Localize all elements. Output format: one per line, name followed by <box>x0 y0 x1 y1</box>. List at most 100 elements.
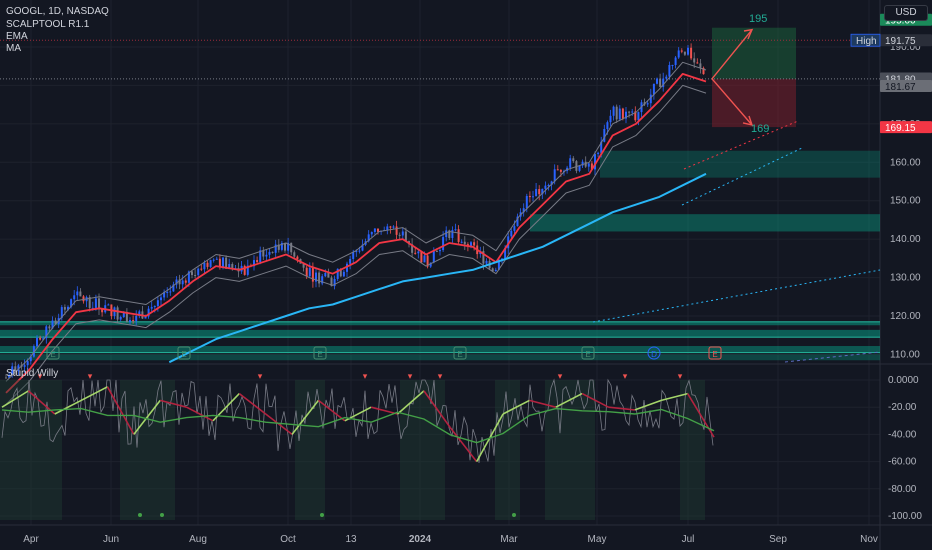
candle-body <box>544 185 547 189</box>
candle-body <box>516 216 519 227</box>
candle-body <box>5 377 7 379</box>
candle-body <box>389 226 392 228</box>
candle-body <box>361 244 364 251</box>
candle-body <box>547 184 550 186</box>
candle-body <box>532 196 534 198</box>
candle-body <box>63 307 66 310</box>
candle-body <box>209 260 212 267</box>
zone-109 <box>0 354 880 361</box>
candle-body <box>662 78 665 87</box>
event-letter: E <box>50 350 55 359</box>
candle-body <box>370 231 373 235</box>
arrow-down <box>711 78 753 126</box>
arrow-down-head <box>742 115 754 126</box>
candle-body <box>302 263 305 268</box>
candle-body <box>377 228 379 232</box>
price-tick: 160.00 <box>890 157 921 168</box>
osc-zone <box>400 380 445 520</box>
event-letter: E <box>181 350 186 359</box>
candle-body <box>507 236 510 249</box>
osc-tick: -80.00 <box>888 484 917 495</box>
osc-signal-segment <box>106 386 135 435</box>
candle-body <box>253 260 255 267</box>
event-letter: D <box>651 350 657 359</box>
high-label-bg <box>850 33 881 47</box>
candle-body <box>504 248 507 259</box>
candle-body <box>218 258 221 267</box>
candle-body <box>187 271 190 283</box>
candle-body <box>652 83 655 95</box>
candle-body <box>448 230 451 239</box>
oscillator-title[interactable]: Stupid Willy <box>6 368 59 379</box>
candle-body <box>67 306 69 310</box>
candle-body <box>699 63 702 68</box>
candle-body <box>39 337 42 340</box>
candle-body <box>522 208 525 213</box>
candle-body <box>321 276 324 284</box>
candle-body <box>76 291 79 296</box>
indicator-scalptool[interactable]: SCALPTOOL R1.1 <box>6 19 90 30</box>
candle-body <box>169 291 172 293</box>
candle-body <box>206 262 209 267</box>
indicator-ema[interactable]: EMA <box>6 31 28 42</box>
candle-body <box>693 58 696 63</box>
osc-sell-marker: ▾ <box>88 371 93 381</box>
candle-body <box>262 250 265 257</box>
candle-body <box>42 338 45 340</box>
osc-zone <box>120 380 175 520</box>
candle-body <box>147 308 150 317</box>
time-tick: Jun <box>103 534 119 545</box>
earnings-icon <box>453 346 467 360</box>
candle-body <box>550 181 553 185</box>
candle-body <box>215 258 218 260</box>
candle-body <box>23 365 26 367</box>
osc-signal-segment <box>265 413 293 436</box>
time-tick: Mar <box>500 534 518 545</box>
candle-body <box>336 268 339 279</box>
candle-body <box>150 306 153 309</box>
candle-body <box>125 311 128 323</box>
osc-signal-segment <box>449 427 478 463</box>
osc-sell-marker: ▾ <box>258 371 263 381</box>
candle-body <box>256 260 259 263</box>
candle-body <box>163 292 166 298</box>
candle-body <box>160 297 162 301</box>
candle-body <box>618 108 621 120</box>
candle-body <box>442 237 445 251</box>
candle-body <box>445 230 448 238</box>
candle-body <box>79 291 82 297</box>
zone-160 <box>600 150 880 178</box>
trendline-low <box>592 269 881 323</box>
ema-band-lower <box>5 84 707 405</box>
osc-signal-segment <box>370 406 398 415</box>
target-down-label: 169 <box>751 123 769 135</box>
price-tick: 120.00 <box>890 311 921 322</box>
osc-sell-marker: ▾ <box>623 371 628 381</box>
event-marker-E: E <box>177 346 191 360</box>
tag-bg <box>880 121 932 134</box>
osc-buy-marker <box>320 513 324 517</box>
symbol-title[interactable]: GOOGL, 1D, NASDAQ <box>6 6 109 17</box>
osc-signal-segment <box>581 392 609 408</box>
candle-body <box>575 161 578 171</box>
candle-body <box>222 257 224 267</box>
candle-body <box>665 76 668 79</box>
candle-body <box>420 251 423 263</box>
currency-button[interactable]: USD <box>884 5 928 21</box>
osc-signal-segment <box>160 399 187 408</box>
candle-body <box>122 311 125 317</box>
candle-body <box>277 244 280 250</box>
candle-body <box>454 229 457 231</box>
event-letter: E <box>457 350 462 359</box>
candle-body <box>680 50 683 52</box>
candle-body <box>91 307 94 309</box>
candle-body <box>144 316 147 319</box>
candle-body <box>138 311 141 316</box>
indicator-ma[interactable]: MA <box>6 43 21 54</box>
candle-body <box>600 141 603 153</box>
tag-text: 195.00 <box>885 16 916 27</box>
candle-body <box>339 268 342 277</box>
osc-buy-marker <box>512 513 516 517</box>
candle-body <box>690 47 693 59</box>
